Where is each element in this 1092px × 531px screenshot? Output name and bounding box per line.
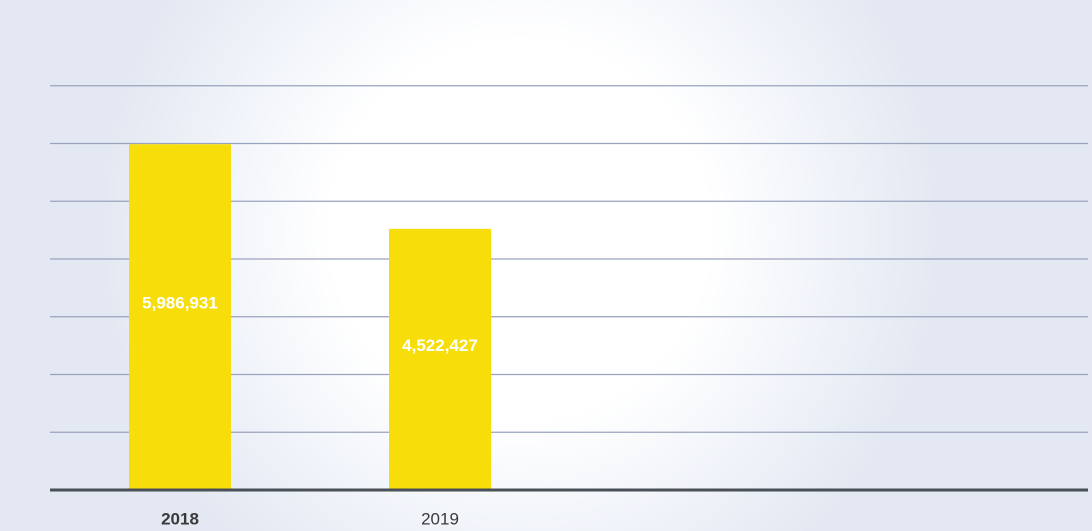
x-tick-label-2019: 2019 [421, 509, 459, 528]
x-axis-ticks: 2018 2019 [161, 509, 459, 528]
bars [129, 144, 491, 490]
x-tick-label-2018: 2018 [161, 509, 199, 528]
data-labels: 5,986,931 4,522,427 [142, 294, 478, 355]
data-label-2019: 4,522,427 [402, 336, 478, 355]
data-label-2018: 5,986,931 [142, 294, 218, 313]
bar-2019 [389, 228, 491, 490]
bar-2018 [129, 144, 231, 490]
